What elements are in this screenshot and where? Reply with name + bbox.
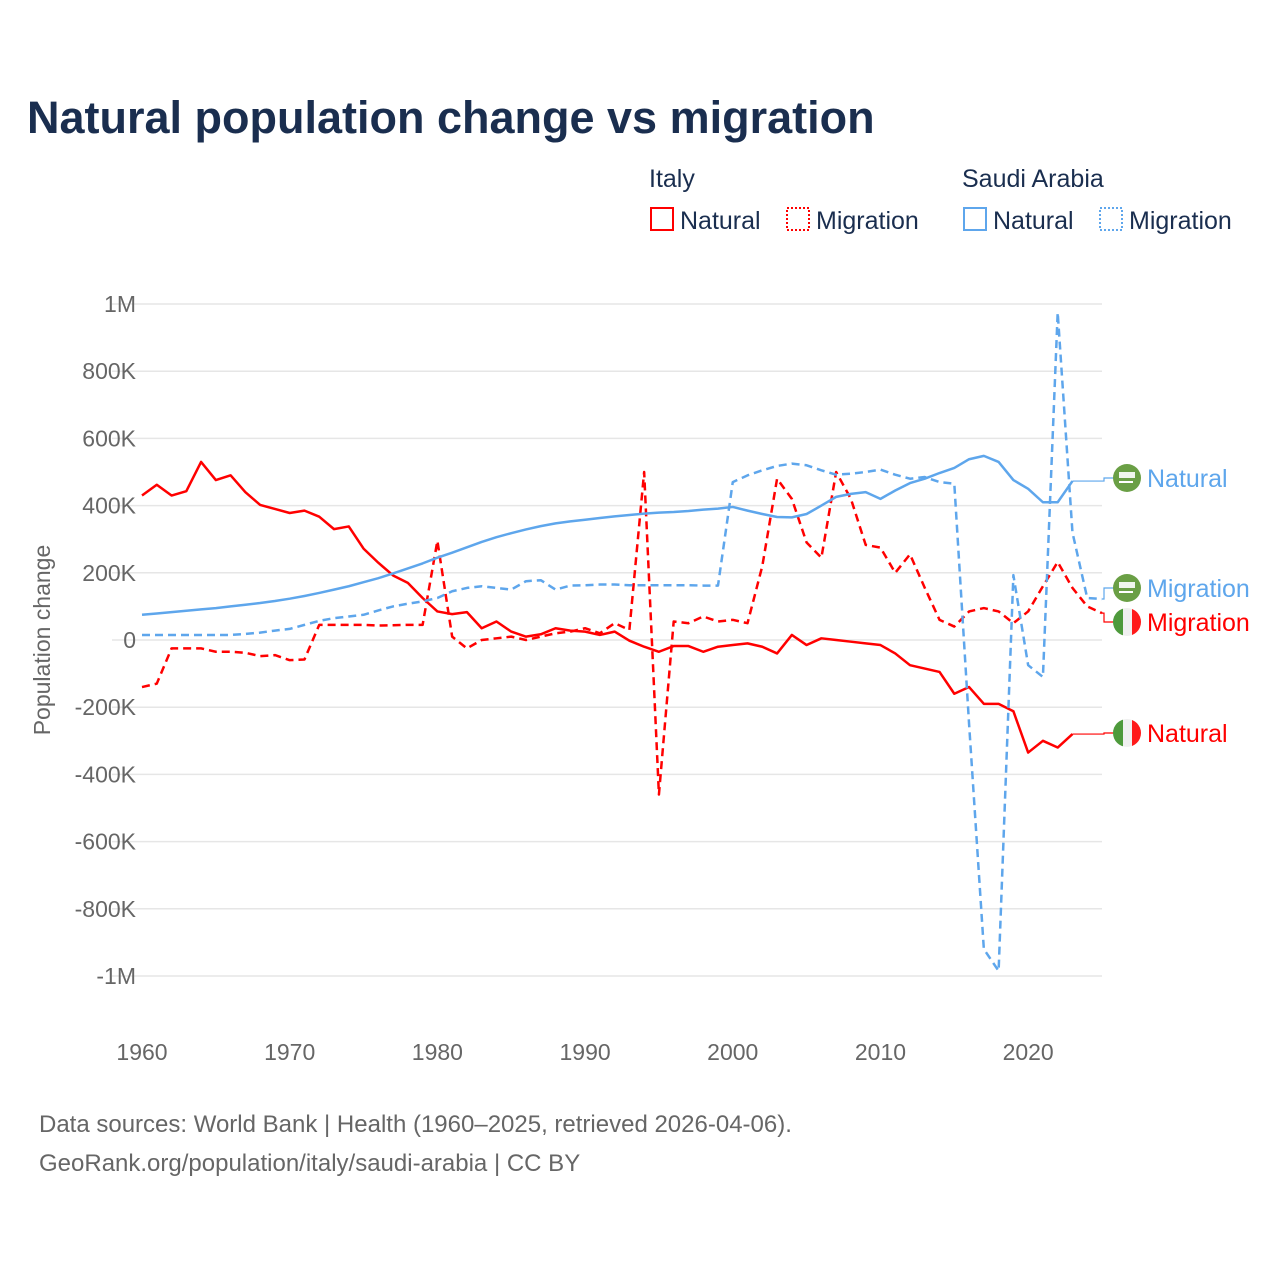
y-tick-label: -400K: [75, 761, 137, 787]
italy-flag-icon: [1113, 719, 1141, 747]
end-label-sa_mig: Migration: [1147, 575, 1250, 603]
flag-green: [1113, 608, 1123, 636]
flag-white: [1123, 608, 1132, 636]
source-line-1: Data sources: World Bank | Health (1960–…: [39, 1111, 792, 1138]
legend-label-italy-migration[interactable]: Migration: [816, 207, 919, 235]
end-label-connector: [1072, 732, 1114, 735]
series-line-sa_nat: [141, 454, 1074, 617]
flag-red: [1132, 608, 1141, 636]
italy-flag-icon: [1113, 608, 1141, 636]
flag-red: [1132, 719, 1141, 747]
saudi-flag-icon: [1113, 464, 1141, 492]
end-label-it_nat: Natural: [1147, 720, 1228, 748]
x-tick-label: 1990: [559, 1039, 610, 1065]
legend-group-italy: Italy: [649, 165, 695, 193]
y-tick-label: 200K: [82, 560, 136, 586]
y-tick-label: 0: [123, 627, 136, 653]
series-line-it_mig: [141, 470, 1103, 796]
x-axis: 1960 1970 1980 1990 2000 2010 2020: [116, 1039, 1053, 1065]
flag-white: [1123, 719, 1132, 747]
end-label-connector: [1102, 587, 1114, 600]
y-tick-label: -200K: [75, 694, 137, 720]
legend-swatch-italy-migration: [786, 207, 810, 231]
y-tick-label: -800K: [75, 896, 137, 922]
x-tick-label: 2010: [855, 1039, 906, 1065]
x-tick-label: 1960: [116, 1039, 167, 1065]
end-label-connector: [1102, 612, 1114, 623]
source-line-2[interactable]: GeoRank.org/population/italy/saudi-arabi…: [39, 1150, 580, 1177]
end-label-connector: [1072, 477, 1114, 482]
legend-label-saudi-migration[interactable]: Migration: [1129, 207, 1232, 235]
legend-swatch-saudi-migration: [1099, 207, 1123, 231]
grid: [112, 303, 1102, 977]
x-tick-label: 1980: [412, 1039, 463, 1065]
chart-title: Natural population change vs migration: [27, 92, 875, 143]
y-tick-label: -600K: [75, 829, 137, 855]
legend-label-saudi-natural[interactable]: Natural: [993, 207, 1074, 235]
series-line-sa_mig: [142, 311, 1103, 973]
flag-script: [1119, 582, 1135, 588]
flag-script: [1119, 472, 1135, 478]
x-tick-label: 2020: [1003, 1039, 1054, 1065]
y-tick-label: 400K: [82, 493, 136, 519]
saudi-flag-icon: [1113, 574, 1141, 602]
y-tick-label: 800K: [82, 358, 136, 384]
flag-green: [1113, 719, 1123, 747]
end-labels: Natural Migration Migration Natural: [1072, 464, 1250, 748]
x-tick-label: 2000: [707, 1039, 758, 1065]
y-axis-label: Population change: [29, 545, 55, 736]
legend-swatch-saudi-natural: [963, 207, 987, 231]
flag-sword: [1119, 481, 1133, 483]
end-label-it_mig: Migration: [1147, 609, 1250, 637]
y-tick-label: 1M: [104, 291, 136, 317]
end-label-sa_nat: Natural: [1147, 465, 1228, 493]
series-line-it_nat: [141, 460, 1074, 754]
y-axis: 1M 800K 600K 400K 200K 0 -200K -400K -600K -800K -…: [75, 291, 137, 989]
legend-group-saudi-arabia: Saudi Arabia: [962, 165, 1104, 193]
series: [141, 311, 1103, 973]
y-tick-label: -1M: [96, 963, 136, 989]
legend-swatch-italy-natural: [650, 207, 674, 231]
legend-label-italy-natural[interactable]: Natural: [680, 207, 761, 235]
legend: Italy Natural Migration Saudi Arabia Nat…: [649, 165, 1232, 235]
flag-sword: [1119, 591, 1133, 593]
x-tick-label: 1970: [264, 1039, 315, 1065]
y-tick-label: 600K: [82, 425, 136, 451]
